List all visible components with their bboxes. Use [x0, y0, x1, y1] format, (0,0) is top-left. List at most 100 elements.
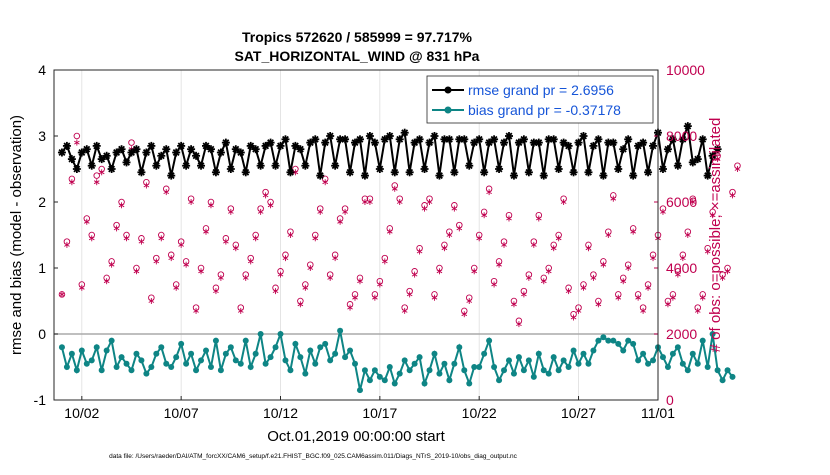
obs-assimilated-marker [704, 248, 711, 255]
obs-assimilated-marker [595, 301, 602, 308]
asterisk-stroke [416, 249, 423, 254]
rmse-point [693, 155, 702, 164]
star-stroke [644, 168, 652, 176]
star-stroke [267, 139, 275, 147]
star-stroke [187, 145, 195, 153]
asterisk-stroke [585, 246, 592, 251]
bias-point [525, 357, 532, 364]
star-stroke [550, 135, 558, 143]
y-tick-label: 4 [38, 62, 46, 78]
obs-assimilated-marker [416, 248, 423, 255]
star-stroke [540, 172, 548, 180]
obs-assimilated-marker [689, 199, 696, 205]
star-stroke [714, 145, 722, 153]
obs-assimilated-marker [237, 307, 244, 314]
asterisk-stroke [540, 279, 547, 284]
obs-assimilated-marker [496, 261, 502, 268]
asterisk-stroke [327, 276, 333, 280]
obs-assimilated-marker [282, 255, 289, 262]
asterisk-stroke [69, 180, 75, 185]
star-stroke [421, 165, 429, 173]
bias-point [366, 377, 373, 384]
star-stroke [431, 132, 438, 140]
star-stroke [326, 132, 334, 140]
x-tick-label: 11/01 [641, 405, 675, 421]
star-stroke [624, 135, 632, 143]
obs-assimilated-marker [411, 271, 418, 278]
asterisk-stroke [158, 236, 165, 241]
rmse-point [509, 171, 518, 180]
bias-point [178, 340, 185, 347]
star-stroke [356, 135, 364, 143]
asterisk-stroke [496, 262, 502, 267]
star-stroke [296, 145, 304, 153]
bias-point [416, 354, 423, 361]
bias-point [605, 337, 612, 344]
rmse-point [331, 161, 340, 170]
rmse-point [609, 138, 618, 147]
rmse-point [594, 135, 603, 144]
asterisk-stroke [684, 233, 691, 237]
obs-assimilated-marker [118, 202, 125, 209]
obs-assimilated-marker [223, 238, 229, 245]
bias-point [471, 364, 478, 370]
rmse-point [167, 171, 176, 180]
obs-assimilated-marker [709, 212, 716, 219]
asterisk-stroke [511, 302, 517, 307]
asterisk-stroke [431, 295, 438, 300]
star-stroke [594, 135, 602, 143]
asterisk-stroke [670, 295, 676, 300]
obs-assimilated-marker [372, 294, 378, 301]
asterisk-stroke [337, 219, 343, 224]
rmse-point [713, 145, 722, 154]
bias-point [669, 350, 676, 357]
rmse-point [614, 165, 623, 173]
bias-point [153, 350, 160, 357]
asterisk-stroke [83, 219, 90, 224]
asterisk-stroke [550, 246, 557, 251]
rmse-point [72, 165, 81, 173]
obs-assimilated-marker [545, 268, 552, 275]
bias-point [252, 350, 259, 357]
obs-assimilated-marker [466, 298, 473, 304]
rmse-point [241, 168, 250, 177]
asterisk-stroke [615, 295, 622, 300]
obs-assimilated-marker [550, 245, 557, 252]
asterisk-stroke [486, 190, 492, 194]
rmse-point [206, 145, 215, 154]
asterisk-stroke [168, 256, 175, 260]
star-stroke [182, 162, 190, 170]
bias-point [123, 360, 130, 367]
asterisk-stroke [555, 236, 562, 241]
asterisk-stroke [466, 299, 473, 303]
bias-point [371, 367, 378, 374]
obs-assimilated-marker [342, 208, 348, 215]
asterisk-stroke [530, 243, 537, 247]
bias-point [396, 370, 403, 377]
obs-assimilated-marker [620, 278, 627, 285]
star-stroke [480, 168, 488, 176]
obs-assimilated-marker [287, 232, 294, 238]
y-tick-label: 0 [38, 326, 46, 342]
asterisk-stroke [322, 180, 329, 185]
obs-assimilated-marker [367, 199, 373, 205]
y-tick-label: 3 [38, 128, 46, 144]
star-stroke [247, 142, 255, 150]
star-stroke [346, 168, 354, 176]
x-tick-label: 10/12 [263, 405, 298, 421]
obs-assimilated-marker [69, 179, 75, 186]
star-stroke [257, 162, 265, 170]
bias-point [247, 364, 254, 370]
obs-assimilated-marker [605, 232, 612, 238]
y-tick-label: 2 [38, 194, 46, 210]
bias-point [282, 357, 289, 364]
star-stroke [649, 142, 657, 150]
bias-point [650, 357, 657, 364]
bias-point [461, 367, 468, 374]
rmse-point [673, 161, 682, 170]
asterisk-stroke [362, 200, 368, 204]
star-stroke [202, 142, 210, 150]
obs-assimilated-marker [133, 268, 140, 275]
obs-assimilated-marker [337, 218, 343, 225]
